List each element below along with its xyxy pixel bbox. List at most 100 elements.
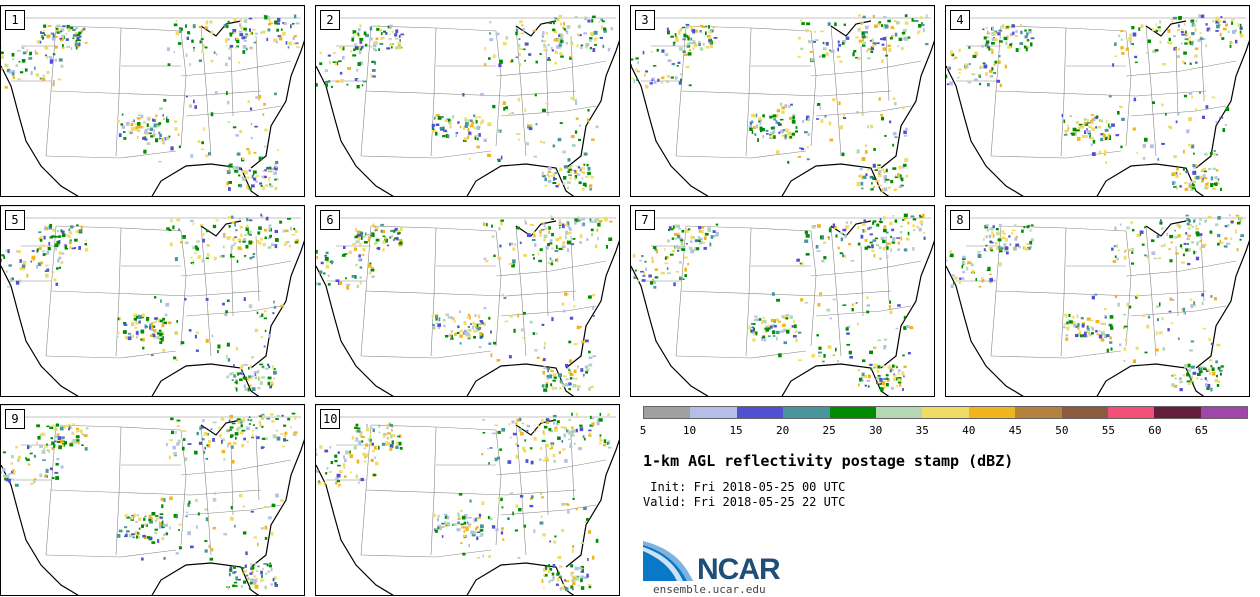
- echo: [198, 26, 202, 29]
- echo: [1185, 248, 1189, 252]
- echo: [919, 214, 921, 217]
- echo: [1190, 19, 1195, 23]
- echo: [488, 316, 491, 320]
- echo: [56, 433, 60, 437]
- echo: [699, 237, 703, 241]
- echo: [822, 41, 825, 45]
- echo: [1198, 222, 1201, 225]
- echo: [1227, 224, 1230, 228]
- echo: [268, 226, 271, 231]
- echo: [272, 578, 275, 582]
- state-border: [1125, 60, 1237, 77]
- echo: [195, 247, 200, 251]
- echo: [369, 441, 372, 446]
- echo: [1091, 327, 1095, 331]
- echo: [145, 325, 148, 328]
- echo: [544, 342, 547, 346]
- echo: [885, 374, 889, 377]
- echo: [688, 84, 692, 87]
- echo: [562, 182, 566, 185]
- echo: [1201, 179, 1204, 183]
- echo: [371, 442, 374, 446]
- echo: [180, 341, 185, 345]
- echo: [362, 247, 366, 251]
- echo: [881, 59, 884, 64]
- echo: [667, 59, 672, 62]
- echo: [458, 493, 463, 496]
- echo: [545, 420, 550, 424]
- echo: [553, 38, 558, 42]
- echo: [141, 557, 144, 561]
- echo: [1153, 257, 1158, 260]
- echo: [235, 371, 239, 374]
- echo: [674, 76, 678, 80]
- echo: [257, 565, 260, 568]
- echo: [267, 236, 272, 240]
- echo: [478, 513, 482, 517]
- echo: [869, 246, 872, 249]
- map-panel: 3: [630, 5, 935, 197]
- echo: [1011, 229, 1016, 232]
- echo: [324, 254, 328, 257]
- echo: [577, 216, 580, 220]
- echo: [1088, 132, 1091, 135]
- echo: [1147, 259, 1150, 262]
- echo: [376, 247, 380, 250]
- echo: [534, 243, 537, 247]
- echo: [274, 163, 276, 167]
- echo: [589, 188, 592, 191]
- echo: [275, 429, 278, 432]
- echo: [893, 377, 896, 381]
- echo: [38, 231, 42, 234]
- echo: [592, 417, 595, 420]
- echo: [1152, 49, 1157, 53]
- echo: [354, 47, 359, 49]
- echo: [677, 234, 679, 238]
- echo: [581, 569, 584, 572]
- echo: [229, 436, 233, 438]
- echo: [512, 247, 516, 251]
- echo: [356, 79, 359, 83]
- echo: [773, 325, 777, 328]
- echo: [239, 366, 243, 370]
- echo: [1184, 42, 1188, 45]
- echo: [1144, 351, 1148, 354]
- colorbar-tick: 30: [869, 424, 883, 437]
- echo: [780, 129, 784, 134]
- echo: [25, 457, 27, 460]
- echo: [690, 37, 693, 41]
- echo: [501, 428, 506, 432]
- echo: [356, 429, 361, 433]
- echo: [865, 25, 869, 30]
- echo: [892, 215, 895, 217]
- echo: [649, 82, 653, 85]
- echo: [264, 236, 267, 240]
- echo: [22, 51, 27, 55]
- echo: [248, 219, 253, 222]
- echo: [374, 41, 378, 45]
- ncar-logo-text: NCAR: [697, 553, 781, 586]
- echo: [442, 135, 446, 138]
- echo: [249, 46, 253, 49]
- echo: [1158, 331, 1163, 335]
- echo: [460, 510, 463, 512]
- echo: [645, 70, 648, 73]
- echo: [991, 37, 995, 42]
- echo: [469, 119, 473, 122]
- echo: [265, 216, 269, 221]
- echo: [61, 436, 65, 439]
- echo: [894, 219, 898, 223]
- echo: [361, 46, 364, 49]
- echo: [151, 326, 154, 330]
- echo: [475, 120, 478, 124]
- echo: [241, 567, 245, 570]
- echo: [661, 49, 665, 53]
- echo: [1199, 239, 1203, 242]
- echo: [338, 60, 342, 63]
- echo: [607, 47, 611, 52]
- echo: [920, 16, 923, 20]
- echo: [575, 117, 579, 120]
- echo: [235, 585, 238, 587]
- echo: [394, 227, 398, 232]
- echo: [1178, 16, 1182, 20]
